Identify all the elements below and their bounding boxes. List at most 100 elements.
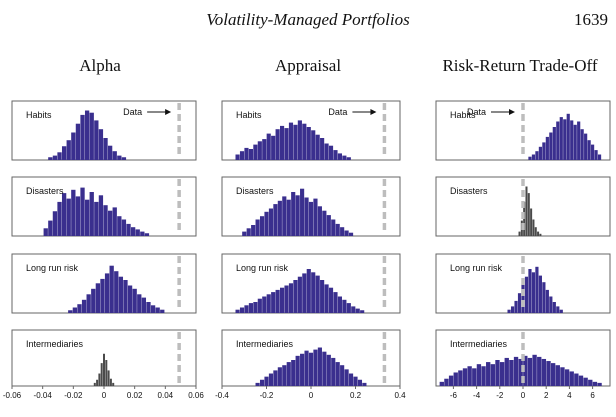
- histogram-bar: [304, 197, 309, 236]
- histogram-bar: [118, 276, 124, 313]
- histogram-bar: [43, 228, 48, 236]
- histogram-bar: [146, 302, 151, 313]
- histogram-bar: [566, 113, 570, 160]
- histogram-bar: [248, 149, 253, 160]
- histogram-bar: [288, 283, 294, 313]
- panel-label: Long run risk: [450, 263, 503, 273]
- histogram-bar: [317, 347, 322, 386]
- histogram-bar: [103, 353, 105, 386]
- histogram-bar: [80, 114, 85, 160]
- histogram-bar: [57, 152, 62, 160]
- histogram-bar: [295, 195, 300, 236]
- histogram-bar: [546, 361, 551, 386]
- histogram-bar: [141, 297, 147, 313]
- column-title-risk-return: Risk-Return Trade-Off: [442, 56, 598, 75]
- histogram-bar: [271, 292, 276, 313]
- histogram-bar: [94, 120, 99, 160]
- page-header-title: Volatility-Managed Portfolios: [206, 10, 410, 29]
- x-tick-label: 4: [567, 391, 572, 400]
- histogram-bar: [583, 377, 588, 386]
- histogram-bar: [96, 379, 99, 386]
- histogram-bar: [340, 365, 345, 386]
- histogram-bar: [293, 280, 298, 313]
- histogram-bar: [271, 135, 276, 160]
- histogram-bar: [98, 373, 101, 386]
- histogram-bar: [48, 157, 53, 160]
- histogram-bar: [344, 230, 349, 236]
- histogram-bar: [588, 379, 593, 386]
- histogram-bar: [495, 360, 500, 386]
- histogram-bar: [509, 360, 514, 386]
- histogram-bar: [559, 309, 563, 313]
- histogram-bar: [362, 382, 367, 386]
- histogram-bar: [527, 193, 530, 236]
- histogram-bar: [104, 273, 110, 313]
- x-tick-label: -0.02: [64, 391, 83, 400]
- histogram-bar: [112, 151, 117, 160]
- histogram-bar: [313, 349, 318, 386]
- histogram-bar: [328, 287, 334, 313]
- histogram-bar: [535, 151, 539, 160]
- histogram-bar: [328, 145, 334, 160]
- histogram-bar: [340, 227, 345, 236]
- histogram-bar: [264, 376, 269, 386]
- histogram-bar: [52, 155, 58, 160]
- histogram-bar: [337, 296, 342, 313]
- x-tick-label: 6: [590, 391, 595, 400]
- histogram-bar: [155, 307, 160, 313]
- histogram-bar: [306, 127, 311, 160]
- histogram-bar: [273, 204, 278, 236]
- histogram-bar: [93, 382, 96, 386]
- histogram-bar: [109, 265, 114, 313]
- histogram-bar: [577, 121, 581, 160]
- histogram-bar: [490, 364, 496, 386]
- histogram-bar: [86, 294, 91, 313]
- histogram-bar: [105, 360, 108, 386]
- x-tick-label: 0.06: [188, 391, 204, 400]
- histogram-bar: [333, 292, 338, 313]
- histogram-bar: [573, 124, 577, 160]
- histogram-bar: [507, 309, 511, 313]
- histogram-bar: [545, 289, 549, 313]
- data-annotation-arrowhead: [509, 109, 515, 115]
- histogram-bar: [132, 288, 137, 313]
- histogram-bar: [574, 373, 579, 386]
- histogram-bar: [103, 138, 108, 160]
- x-tick-label: -6: [450, 391, 458, 400]
- histogram-bar: [255, 219, 260, 236]
- histogram-bar: [333, 150, 338, 160]
- histogram-bar: [295, 355, 300, 386]
- histogram-bar: [244, 147, 249, 160]
- histogram-bar: [510, 306, 515, 313]
- histogram-bar: [541, 358, 547, 386]
- panel-label: Intermediaries: [26, 339, 84, 349]
- column-title-appraisal: Appraisal: [274, 56, 342, 75]
- x-tick-label: 0.4: [394, 391, 406, 400]
- histogram-bar: [538, 146, 542, 160]
- histogram-bar: [282, 365, 287, 386]
- histogram-bar: [597, 382, 602, 386]
- histogram-bar: [127, 285, 133, 313]
- histogram-bar: [342, 299, 347, 313]
- histogram-bar: [280, 125, 285, 160]
- histogram-bar: [286, 199, 291, 236]
- histogram-bar: [66, 198, 71, 236]
- histogram-bar: [320, 280, 325, 313]
- histogram-bar: [326, 215, 331, 236]
- histogram-bar: [89, 192, 94, 236]
- histogram-bar: [257, 141, 262, 160]
- histogram-bar: [346, 157, 351, 160]
- histogram-bar: [253, 144, 258, 160]
- histogram-bar: [284, 128, 289, 160]
- histogram-bar: [542, 282, 546, 313]
- histogram-bar: [570, 120, 574, 160]
- histogram-bar: [311, 130, 316, 160]
- histogram-bar: [264, 211, 269, 236]
- histogram-bar: [504, 357, 509, 386]
- histogram-bar: [322, 210, 327, 236]
- histogram-bar: [331, 219, 336, 236]
- data-annotation-label: Data: [123, 107, 142, 117]
- histogram-bar: [542, 142, 546, 160]
- histogram-bar: [311, 272, 316, 313]
- histogram-bar: [257, 298, 262, 313]
